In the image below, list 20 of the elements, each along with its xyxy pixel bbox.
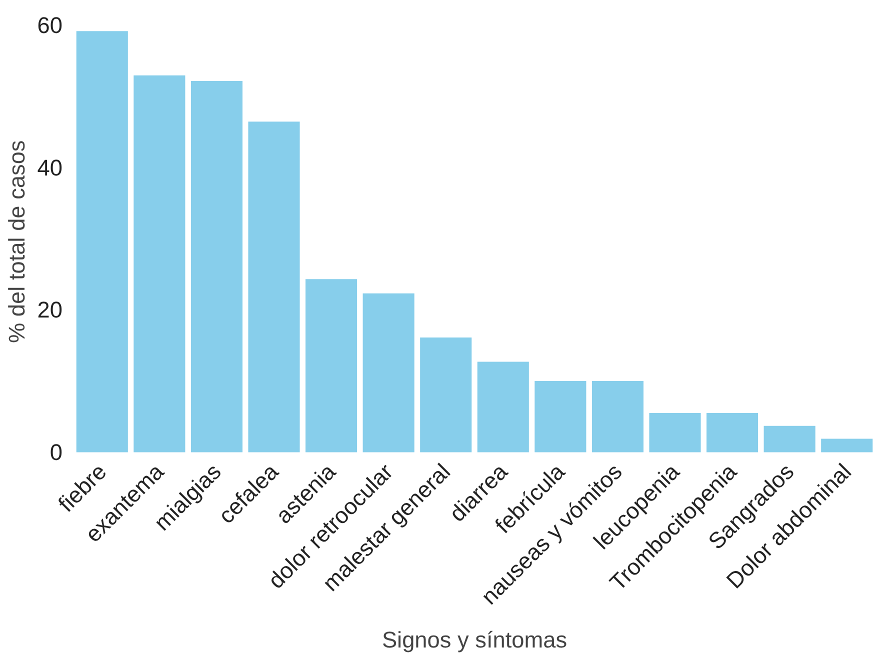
bar: [76, 31, 128, 452]
bar: [592, 380, 644, 452]
bar: [190, 81, 242, 452]
y-axis-title: % del total de casos: [3, 140, 30, 344]
x-axis-title: Signos y síntomas: [382, 626, 568, 653]
bar: [306, 279, 358, 452]
y-tick-label: 0: [50, 439, 63, 466]
bar: [764, 426, 816, 452]
bar: [477, 362, 529, 452]
y-tick-label: 60: [37, 12, 62, 38]
bar: [706, 413, 758, 452]
bar: [420, 338, 472, 452]
y-tick-label: 40: [37, 154, 62, 180]
bar: [248, 122, 300, 452]
bar: [134, 75, 186, 452]
bar: [534, 380, 586, 452]
y-tick-label: 20: [37, 296, 62, 323]
bar: [362, 293, 414, 452]
bar: [649, 413, 701, 452]
bar: [821, 438, 873, 452]
